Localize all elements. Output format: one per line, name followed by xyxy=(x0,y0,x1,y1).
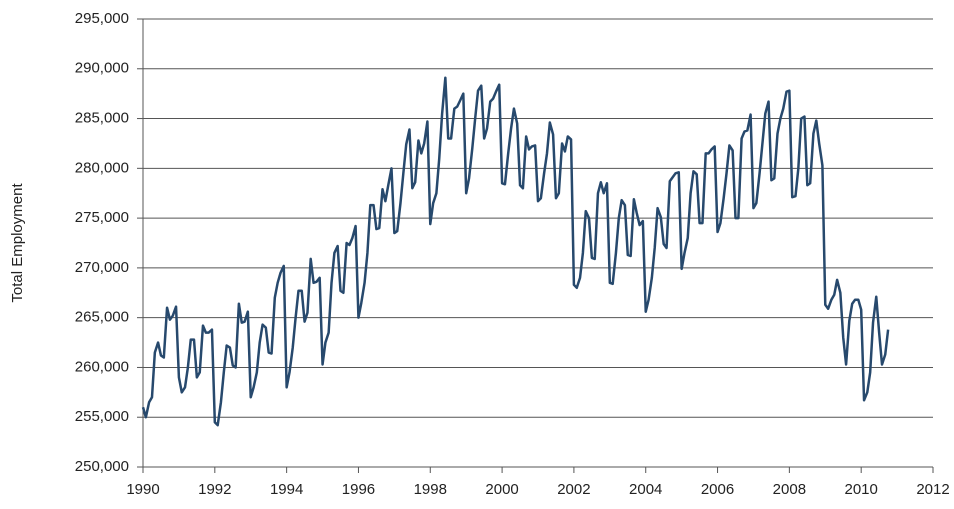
x-tick-label: 1994 xyxy=(270,481,303,498)
x-tick-label: 1990 xyxy=(126,481,159,498)
y-tick-label: 285,000 xyxy=(75,110,129,127)
y-tick-label: 270,000 xyxy=(75,259,129,276)
y-tick-label: 260,000 xyxy=(75,358,129,375)
x-tick-label: 1998 xyxy=(414,481,447,498)
y-tick-label: 280,000 xyxy=(75,159,129,176)
y-tick-label: 250,000 xyxy=(75,458,129,475)
x-tick-label: 1996 xyxy=(342,481,375,498)
y-tick-label: 265,000 xyxy=(75,309,129,326)
x-tick-label: 2008 xyxy=(773,481,806,498)
x-tick-label: 2012 xyxy=(916,481,949,498)
y-axis-label: Total Employment xyxy=(9,183,26,303)
x-tick-label: 2002 xyxy=(557,481,590,498)
x-tick-label: 2006 xyxy=(701,481,734,498)
y-tick-label: 295,000 xyxy=(75,10,129,27)
x-tick-label: 1992 xyxy=(198,481,231,498)
y-tick-label: 290,000 xyxy=(75,60,129,77)
x-tick-label: 2010 xyxy=(844,481,877,498)
data-line xyxy=(141,76,890,427)
y-tick-label: 255,000 xyxy=(75,408,129,425)
x-tick-label: 2000 xyxy=(485,481,518,498)
y-tick-label: 275,000 xyxy=(75,209,129,226)
x-tick-label: 2004 xyxy=(629,481,662,498)
